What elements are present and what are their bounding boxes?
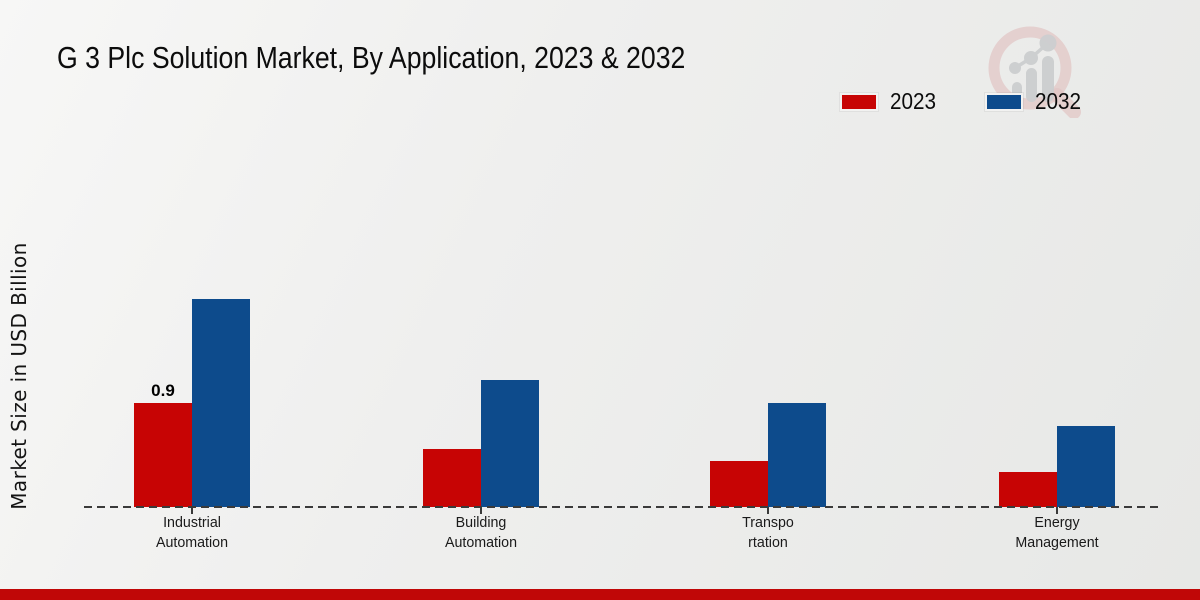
bar-2032-industrial-automation — [192, 299, 250, 507]
bottom-red-strip — [0, 589, 1200, 600]
bar-2023-building-automation — [423, 449, 481, 507]
category-tick-energy-management — [1056, 507, 1058, 514]
bar-2023-energy-management — [999, 472, 1057, 507]
category-tick-transportation — [767, 507, 769, 514]
value-label-2023-industrial-automation: 0.9 — [151, 381, 175, 400]
bar-2032-building-automation — [481, 380, 539, 507]
chart-title: G 3 Plc Solution Market, By Application,… — [57, 40, 686, 75]
category-label-transportation: Transpo rtation — [742, 514, 794, 551]
category-tick-building-automation — [480, 507, 482, 514]
legend-item-2023: 2023 — [840, 88, 941, 115]
legend-label-2023: 2023 — [890, 88, 937, 114]
legend: 2023 2032 — [840, 88, 1086, 115]
bar-2032-transportation — [768, 403, 826, 507]
legend-swatch-2032 — [985, 92, 1024, 111]
bar-2032-energy-management — [1057, 426, 1115, 507]
x-axis-baseline — [84, 506, 1163, 508]
legend-swatch-2023 — [840, 92, 878, 111]
category-tick-industrial-automation — [191, 507, 193, 514]
bar-2023-transportation — [710, 461, 768, 507]
bar-2023-industrial-automation — [134, 403, 192, 507]
watermark-logo-icon — [988, 26, 1081, 118]
category-label-energy-management: Energy Management — [1015, 514, 1099, 551]
category-label-industrial-automation: Industrial Automation — [155, 514, 229, 551]
legend-item-2032: 2032 — [985, 88, 1086, 115]
legend-label-2032: 2032 — [1035, 88, 1082, 114]
category-label-building-automation: Building Automation — [444, 514, 518, 551]
